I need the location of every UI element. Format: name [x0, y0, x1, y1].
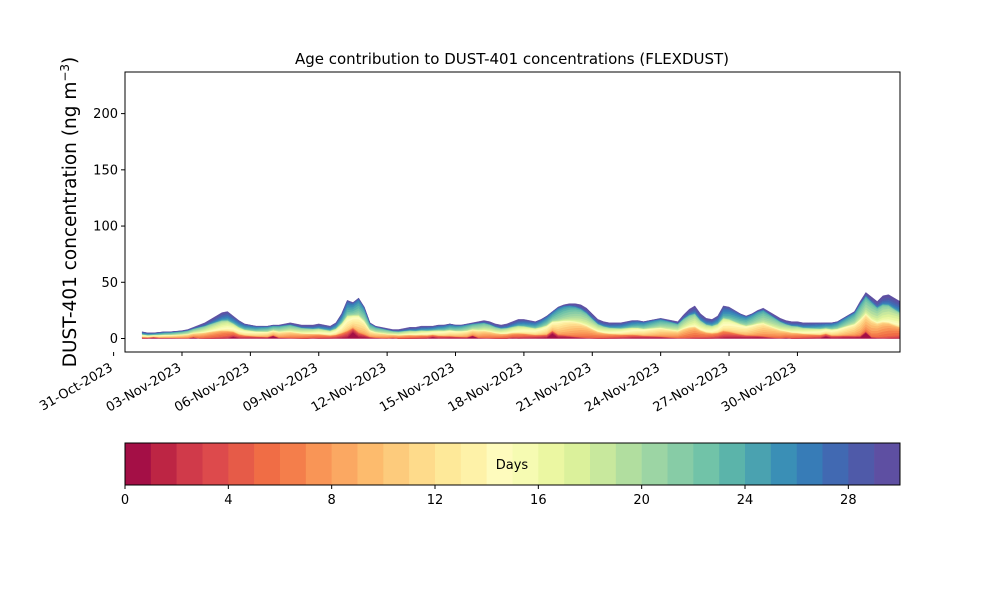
- colorbar-frame: [124, 442, 901, 486]
- colorbar-tick-label: 4: [224, 493, 232, 508]
- x-tick-label: 31-Oct-2023: [37, 360, 115, 414]
- y-axis-label-main: DUST-401 concentration (ng m: [60, 82, 81, 368]
- y-tick-label: 200: [93, 107, 118, 122]
- stacked-area-layer: [141, 292, 900, 339]
- y-tick-label: 0: [110, 332, 118, 347]
- x-tick-label: 03-Nov-2023: [104, 360, 184, 415]
- colorbar-ticks: 0 4 8 12 16 20 24 28: [121, 485, 857, 508]
- age-band-29: [141, 292, 900, 334]
- colorbar-swatch-14: [486, 443, 513, 485]
- age-band-28: [141, 293, 900, 334]
- y-tick-label: 100: [93, 220, 118, 235]
- chart-title: Age contribution to DUST-401 concentrati…: [295, 50, 729, 68]
- x-tick-label: 15-Nov-2023: [377, 360, 457, 415]
- colorbar-swatch-7: [305, 443, 332, 485]
- colorbar-tick-label: 8: [328, 493, 336, 508]
- y-axis-label-end: ): [60, 57, 81, 64]
- x-tick-label: 09-Nov-2023: [240, 360, 320, 415]
- colorbar-swatch-15: [512, 443, 539, 485]
- y-axis-label-sup: −3: [58, 64, 72, 82]
- y-axis-label: DUST-401 concentration (ng m−3): [58, 57, 81, 368]
- colorbar-swatch-27: [822, 443, 849, 485]
- colorbar-tick-label: 24: [737, 493, 754, 508]
- x-tick-label: 12-Nov-2023: [309, 360, 389, 415]
- colorbar-swatch-5: [254, 443, 281, 485]
- x-tick-label: 30-Nov-2023: [719, 360, 799, 415]
- colorbar-swatch-29: [874, 443, 901, 485]
- colorbar-swatch-12: [435, 443, 462, 485]
- colorbar-swatch-10: [383, 443, 410, 485]
- colorbar-swatch-28: [848, 443, 875, 485]
- y-tick-label: 150: [93, 163, 118, 178]
- colorbar-swatch-2: [176, 443, 203, 485]
- colorbar-tick-label: 0: [121, 493, 129, 508]
- colorbar-label: Days: [496, 458, 529, 473]
- colorbar-swatch-21: [667, 443, 694, 485]
- colorbar-tick-label: 12: [427, 493, 444, 508]
- colorbar-swatch-26: [796, 443, 823, 485]
- colorbar-swatch-17: [564, 443, 591, 485]
- x-tick-label: 18-Nov-2023: [446, 360, 526, 415]
- plot-area-frame: [124, 71, 901, 353]
- colorbar-swatch-1: [150, 443, 177, 485]
- colorbar-swatch-16: [538, 443, 565, 485]
- colorbar-swatch-25: [770, 443, 797, 485]
- y-axis-ticks: 0 50 100 150 200: [93, 107, 125, 347]
- colorbar-swatch-0: [125, 443, 152, 485]
- colorbar-swatch-18: [590, 443, 617, 485]
- colorbar-swatch-22: [693, 443, 720, 485]
- colorbar-swatch-8: [331, 443, 358, 485]
- colorbar-swatch-19: [615, 443, 642, 485]
- colorbar-swatch-24: [745, 443, 772, 485]
- colorbar-swatch-11: [409, 443, 436, 485]
- x-tick-label: 27-Nov-2023: [651, 360, 731, 415]
- colorbar-tick-label: 28: [840, 493, 857, 508]
- x-axis-ticks: 31-Oct-202303-Nov-202306-Nov-202309-Nov-…: [37, 352, 799, 415]
- colorbar-swatch-6: [280, 443, 307, 485]
- y-tick-label: 50: [101, 276, 118, 291]
- x-tick-label: 21-Nov-2023: [514, 360, 594, 415]
- x-tick-label: 06-Nov-2023: [172, 360, 252, 415]
- colorbar-tick-label: 20: [633, 493, 650, 508]
- colorbar: [125, 443, 901, 485]
- x-tick-label: 24-Nov-2023: [582, 360, 662, 415]
- colorbar-swatch-3: [202, 443, 229, 485]
- colorbar-swatch-20: [641, 443, 668, 485]
- colorbar-swatch-13: [460, 443, 487, 485]
- colorbar-swatch-9: [357, 443, 384, 485]
- svg-text:DUST-401 concentration (ng m−3: DUST-401 concentration (ng m−3): [58, 57, 81, 368]
- colorbar-swatch-4: [228, 443, 255, 485]
- colorbar-swatch-23: [719, 443, 746, 485]
- colorbar-tick-label: 16: [530, 493, 547, 508]
